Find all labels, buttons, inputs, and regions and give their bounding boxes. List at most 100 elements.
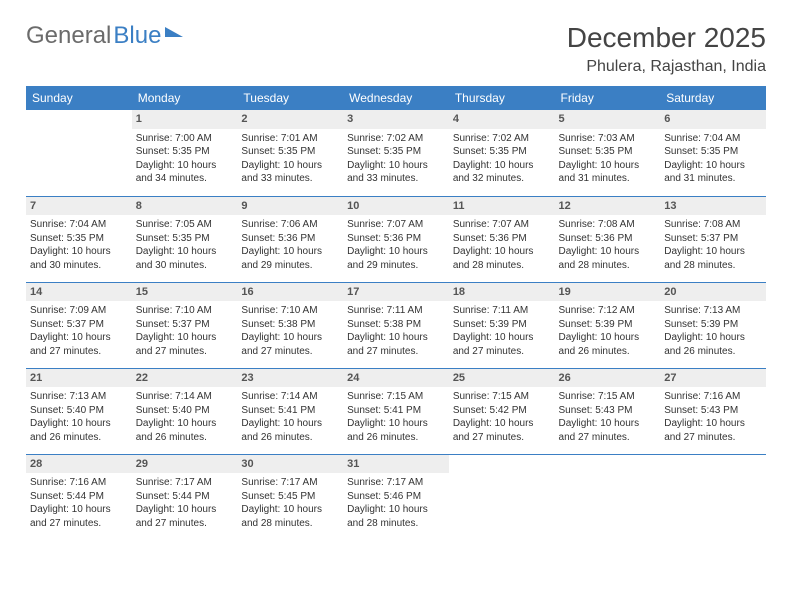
daylight-text: Daylight: 10 hours and 26 minutes.: [30, 417, 128, 444]
logo: GeneralBlue: [26, 22, 183, 50]
day-number: 12: [555, 197, 661, 216]
logo-text-gray: General: [26, 22, 111, 50]
daylight-text: Daylight: 10 hours and 27 minutes.: [453, 417, 551, 444]
calendar-week-row: 14Sunrise: 7:09 AMSunset: 5:37 PMDayligh…: [26, 282, 766, 368]
day-number: 6: [660, 110, 766, 129]
location: Phulera, Rajasthan, India: [567, 58, 766, 76]
logo-mark-icon: [165, 27, 183, 37]
calendar-day-cell: 22Sunrise: 7:14 AMSunset: 5:40 PMDayligh…: [132, 368, 238, 454]
calendar-day-cell: 31Sunrise: 7:17 AMSunset: 5:46 PMDayligh…: [343, 454, 449, 540]
calendar-day-cell: [449, 454, 555, 540]
daylight-text: Daylight: 10 hours and 30 minutes.: [30, 245, 128, 272]
day-number: 20: [660, 283, 766, 302]
day-number: 14: [26, 283, 132, 302]
sunrise-text: Sunrise: 7:07 AM: [347, 218, 445, 232]
calendar-day-cell: 14Sunrise: 7:09 AMSunset: 5:37 PMDayligh…: [26, 282, 132, 368]
calendar-day-cell: 6Sunrise: 7:04 AMSunset: 5:35 PMDaylight…: [660, 110, 766, 196]
sunrise-text: Sunrise: 7:17 AM: [136, 476, 234, 490]
day-number: 16: [237, 283, 343, 302]
sunrise-text: Sunrise: 7:10 AM: [241, 304, 339, 318]
day-number: 21: [26, 369, 132, 388]
calendar-day-cell: [555, 454, 661, 540]
daylight-text: Daylight: 10 hours and 27 minutes.: [30, 503, 128, 530]
sunrise-text: Sunrise: 7:17 AM: [241, 476, 339, 490]
day-number: 2: [237, 110, 343, 129]
daylight-text: Daylight: 10 hours and 28 minutes.: [241, 503, 339, 530]
sunset-text: Sunset: 5:37 PM: [30, 318, 128, 332]
sunset-text: Sunset: 5:37 PM: [136, 318, 234, 332]
sunset-text: Sunset: 5:36 PM: [559, 232, 657, 246]
calendar-day-cell: 25Sunrise: 7:15 AMSunset: 5:42 PMDayligh…: [449, 368, 555, 454]
sunrise-text: Sunrise: 7:05 AM: [136, 218, 234, 232]
daylight-text: Daylight: 10 hours and 28 minutes.: [559, 245, 657, 272]
calendar-day-cell: 5Sunrise: 7:03 AMSunset: 5:35 PMDaylight…: [555, 110, 661, 196]
calendar-day-cell: 4Sunrise: 7:02 AMSunset: 5:35 PMDaylight…: [449, 110, 555, 196]
day-number: 4: [449, 110, 555, 129]
sunset-text: Sunset: 5:35 PM: [664, 145, 762, 159]
calendar-day-cell: 27Sunrise: 7:16 AMSunset: 5:43 PMDayligh…: [660, 368, 766, 454]
calendar-week-row: 28Sunrise: 7:16 AMSunset: 5:44 PMDayligh…: [26, 454, 766, 540]
day-number: 15: [132, 283, 238, 302]
day-number: 24: [343, 369, 449, 388]
day-number: 10: [343, 197, 449, 216]
sunrise-text: Sunrise: 7:15 AM: [347, 390, 445, 404]
daylight-text: Daylight: 10 hours and 27 minutes.: [136, 503, 234, 530]
day-number: 5: [555, 110, 661, 129]
calendar-day-cell: 17Sunrise: 7:11 AMSunset: 5:38 PMDayligh…: [343, 282, 449, 368]
weekday-tuesday: Tuesday: [237, 86, 343, 110]
day-number: 26: [555, 369, 661, 388]
calendar-day-cell: 29Sunrise: 7:17 AMSunset: 5:44 PMDayligh…: [132, 454, 238, 540]
weekday-thursday: Thursday: [449, 86, 555, 110]
sunrise-text: Sunrise: 7:14 AM: [241, 390, 339, 404]
daylight-text: Daylight: 10 hours and 27 minutes.: [136, 331, 234, 358]
sunset-text: Sunset: 5:37 PM: [664, 232, 762, 246]
day-number: 7: [26, 197, 132, 216]
calendar-day-cell: 16Sunrise: 7:10 AMSunset: 5:38 PMDayligh…: [237, 282, 343, 368]
sunset-text: Sunset: 5:40 PM: [136, 404, 234, 418]
sunrise-text: Sunrise: 7:17 AM: [347, 476, 445, 490]
sunrise-text: Sunrise: 7:02 AM: [347, 132, 445, 146]
day-number: 31: [343, 455, 449, 474]
sunset-text: Sunset: 5:41 PM: [347, 404, 445, 418]
sunset-text: Sunset: 5:39 PM: [664, 318, 762, 332]
daylight-text: Daylight: 10 hours and 30 minutes.: [136, 245, 234, 272]
calendar-day-cell: 23Sunrise: 7:14 AMSunset: 5:41 PMDayligh…: [237, 368, 343, 454]
sunset-text: Sunset: 5:39 PM: [453, 318, 551, 332]
calendar-day-cell: [660, 454, 766, 540]
sunrise-text: Sunrise: 7:04 AM: [30, 218, 128, 232]
day-number: 3: [343, 110, 449, 129]
sunrise-text: Sunrise: 7:15 AM: [453, 390, 551, 404]
calendar-day-cell: 28Sunrise: 7:16 AMSunset: 5:44 PMDayligh…: [26, 454, 132, 540]
calendar-day-cell: 13Sunrise: 7:08 AMSunset: 5:37 PMDayligh…: [660, 196, 766, 282]
sunrise-text: Sunrise: 7:16 AM: [664, 390, 762, 404]
weekday-monday: Monday: [132, 86, 238, 110]
logo-text-blue: Blue: [113, 22, 161, 50]
weekday-header-row: Sunday Monday Tuesday Wednesday Thursday…: [26, 86, 766, 110]
sunset-text: Sunset: 5:45 PM: [241, 490, 339, 504]
month-title: December 2025: [567, 22, 766, 54]
day-number: 25: [449, 369, 555, 388]
calendar-day-cell: 18Sunrise: 7:11 AMSunset: 5:39 PMDayligh…: [449, 282, 555, 368]
sunrise-text: Sunrise: 7:07 AM: [453, 218, 551, 232]
daylight-text: Daylight: 10 hours and 26 minutes.: [347, 417, 445, 444]
sunrise-text: Sunrise: 7:01 AM: [241, 132, 339, 146]
calendar-day-cell: 20Sunrise: 7:13 AMSunset: 5:39 PMDayligh…: [660, 282, 766, 368]
sunrise-text: Sunrise: 7:08 AM: [559, 218, 657, 232]
day-number: 17: [343, 283, 449, 302]
sunset-text: Sunset: 5:38 PM: [347, 318, 445, 332]
calendar-day-cell: 30Sunrise: 7:17 AMSunset: 5:45 PMDayligh…: [237, 454, 343, 540]
calendar-day-cell: 1Sunrise: 7:00 AMSunset: 5:35 PMDaylight…: [132, 110, 238, 196]
day-number: 1: [132, 110, 238, 129]
weekday-sunday: Sunday: [26, 86, 132, 110]
weekday-wednesday: Wednesday: [343, 86, 449, 110]
sunset-text: Sunset: 5:35 PM: [241, 145, 339, 159]
calendar-day-cell: [26, 110, 132, 196]
sunset-text: Sunset: 5:40 PM: [30, 404, 128, 418]
sunset-text: Sunset: 5:36 PM: [453, 232, 551, 246]
daylight-text: Daylight: 10 hours and 31 minutes.: [664, 159, 762, 186]
daylight-text: Daylight: 10 hours and 27 minutes.: [453, 331, 551, 358]
daylight-text: Daylight: 10 hours and 26 minutes.: [559, 331, 657, 358]
calendar-day-cell: 26Sunrise: 7:15 AMSunset: 5:43 PMDayligh…: [555, 368, 661, 454]
sunrise-text: Sunrise: 7:06 AM: [241, 218, 339, 232]
sunset-text: Sunset: 5:36 PM: [241, 232, 339, 246]
